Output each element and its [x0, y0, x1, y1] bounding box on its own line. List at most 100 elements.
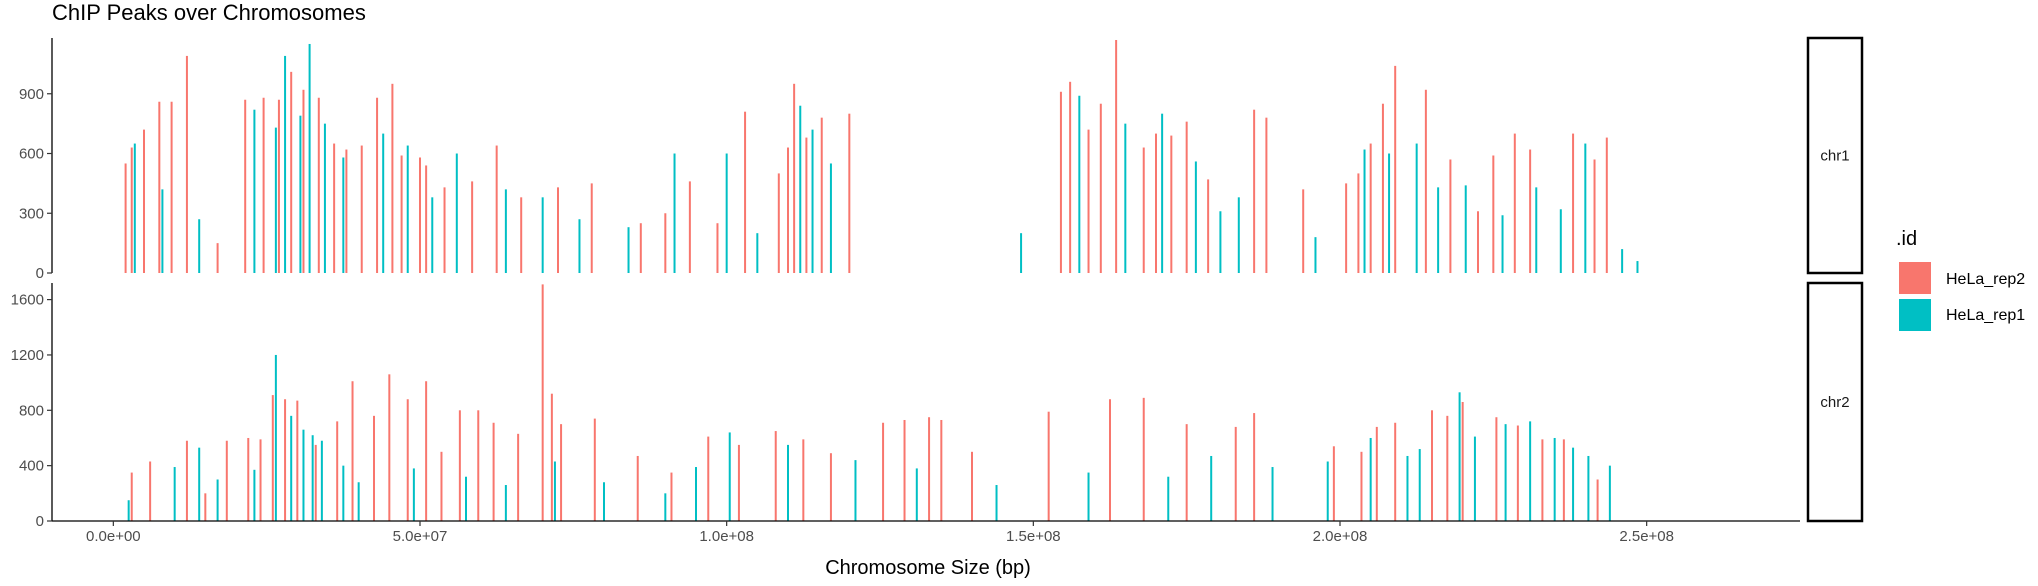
bar [170, 101, 173, 273]
bar [1345, 183, 1348, 273]
bar [400, 155, 403, 273]
bar [143, 129, 145, 273]
bar [173, 467, 176, 521]
bar [198, 447, 201, 521]
bar [1237, 197, 1240, 273]
bar [1464, 185, 1467, 273]
bar [725, 153, 728, 273]
bar [915, 468, 918, 521]
bar [560, 424, 563, 521]
bar [253, 469, 256, 521]
bar [854, 460, 857, 521]
legend-title: .id [1896, 228, 1917, 250]
y-tick-label: 1200 [11, 347, 44, 364]
bar [1529, 149, 1532, 273]
bar [1516, 425, 1519, 521]
bar [1541, 439, 1544, 521]
x-axis: 0.0e+00 5.0e+07 1.0e+08 1.5e+08 2.0e+08 2.5e+… [86, 521, 1674, 545]
bar [1302, 189, 1305, 273]
bar [1504, 424, 1507, 521]
bar [1608, 465, 1611, 521]
bar [1357, 173, 1360, 273]
bar [323, 123, 326, 273]
bar [308, 43, 311, 273]
bar [216, 479, 219, 521]
bar [1572, 133, 1575, 273]
bar [774, 431, 777, 521]
series-hela-rep2 [124, 39, 1608, 274]
bar [1458, 392, 1461, 521]
bar [1124, 123, 1127, 273]
bar [1219, 211, 1222, 273]
bar [995, 485, 998, 521]
bar [557, 187, 559, 273]
bar [158, 101, 161, 273]
x-tick-label: 2.0e+08 [1313, 528, 1368, 545]
bar [1394, 422, 1397, 521]
bar [504, 189, 507, 273]
bar [541, 284, 544, 521]
bar [1388, 153, 1391, 273]
bar [317, 97, 320, 273]
bar [1492, 155, 1495, 273]
bar [756, 233, 759, 273]
bar [1167, 476, 1170, 521]
legend-swatch-hela-rep2 [1899, 262, 1931, 294]
bar [127, 500, 130, 521]
bar [799, 105, 802, 274]
bar [820, 117, 823, 273]
bar [639, 223, 642, 273]
legend-label-hela-rep1: HeLa_rep1 [1946, 307, 2025, 324]
bar [373, 415, 375, 521]
bar [1449, 159, 1452, 273]
bar [1234, 426, 1237, 521]
bar [940, 419, 943, 521]
bar [495, 145, 498, 273]
bar [357, 482, 360, 521]
bar [1553, 437, 1556, 521]
x-tick-label: 0.0e+00 [86, 528, 141, 545]
bar [471, 181, 474, 273]
bar [737, 444, 740, 521]
bar [1069, 81, 1072, 273]
series-hela-rep2 [130, 284, 1599, 521]
facet-strip-box [1806, 36, 1864, 275]
y-tick-label: 300 [19, 205, 44, 222]
bar [376, 97, 379, 273]
bar [903, 419, 906, 521]
bar [1253, 413, 1256, 521]
bar [1424, 89, 1427, 273]
bar [1477, 211, 1479, 273]
legend: .id HeLa_rep2 HeLa_rep1 [1896, 228, 2025, 331]
bar [1271, 467, 1274, 521]
series-hela-rep1 [127, 354, 1611, 521]
bar [1363, 149, 1366, 273]
bar [590, 183, 593, 273]
bar [882, 422, 885, 521]
facet-strip-label: chr1 [1820, 148, 1849, 165]
bar [342, 157, 345, 273]
bar [1360, 451, 1363, 521]
bar [805, 137, 808, 273]
bar [225, 440, 228, 521]
bar [262, 97, 265, 273]
bar [1155, 133, 1157, 273]
bar [777, 173, 780, 273]
bar [1406, 455, 1409, 521]
bar [793, 83, 796, 273]
bar [419, 157, 421, 273]
bar [274, 354, 277, 521]
panel-chr2: 0 400 800 1200 1600 chr2 [11, 281, 1864, 530]
panel-chr1: 0 300 600 900 chr1 [19, 36, 1864, 282]
bar [320, 440, 323, 521]
bar [787, 444, 789, 521]
bar [311, 435, 314, 521]
bar [314, 444, 317, 521]
bar [1381, 103, 1384, 273]
bar [1596, 479, 1599, 521]
bar [1559, 209, 1562, 273]
bar [1210, 455, 1213, 521]
bar [829, 453, 832, 521]
bar [1109, 399, 1111, 521]
